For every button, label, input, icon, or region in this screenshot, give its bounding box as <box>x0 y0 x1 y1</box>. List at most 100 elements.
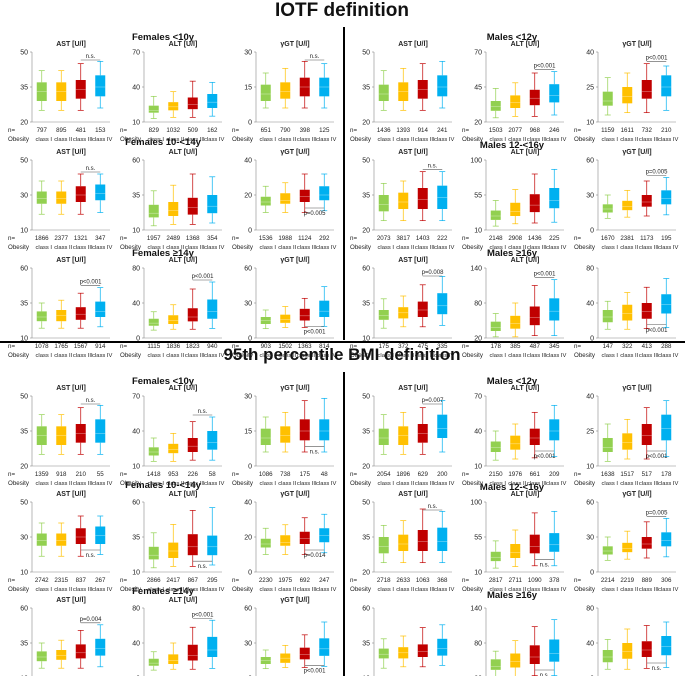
significance-label: p=0.005 <box>304 211 327 217</box>
box-class-III <box>187 438 198 452</box>
class-label: class III <box>527 353 547 359</box>
y-tick-label: 10 <box>132 464 140 471</box>
box-class-II <box>56 533 67 546</box>
class-label: class III <box>297 353 317 359</box>
n-value: 1823 <box>186 343 200 350</box>
n-label: n= <box>462 577 469 584</box>
boxplot-panel: γGT [U/l] 10 25 40 p<0.001 n= 1638 1517 517 178 Ob… <box>574 385 679 487</box>
box-class-III <box>187 644 198 661</box>
n-value: 58 <box>209 471 216 478</box>
box-class-II <box>280 82 291 99</box>
n-value: 175 <box>300 471 311 478</box>
class-label: class II <box>396 137 414 143</box>
obesity-label: Obesity <box>8 586 30 593</box>
y-tick-label: 80 <box>132 606 140 613</box>
group-title-males-lt12-iotf: Males <12y <box>487 32 538 43</box>
significance-label: p<0.001 <box>534 454 557 460</box>
y-tick-label: 40 <box>244 158 252 165</box>
class-label: class I <box>378 353 395 359</box>
class-label: class IV <box>434 137 454 143</box>
class-label: class IV <box>546 245 566 251</box>
box-class-I <box>378 310 389 320</box>
class-label: class I <box>36 353 53 359</box>
panel-title: γGT [U/l] <box>622 491 651 498</box>
y-tick-label: 35 <box>362 193 370 200</box>
box-class-III <box>529 534 540 554</box>
class-label: class III <box>527 587 547 593</box>
n-value: 2377 <box>54 235 68 242</box>
class-label: class III <box>185 587 205 593</box>
box-class-II <box>398 534 409 551</box>
n-value: 2073 <box>377 235 391 242</box>
n-value: 1503 <box>489 127 503 134</box>
box-class-III <box>529 645 540 664</box>
class-label: class III <box>297 137 317 143</box>
n-value: 347 <box>95 235 106 242</box>
boxplot-panel: γGT [U/l] 0 30 60 p<0.001 n= 903 1502 1363 814 Obe… <box>232 257 337 359</box>
y-tick-label: 30 <box>244 641 252 648</box>
group-title-females-lt10-iotf: Females <10y <box>132 32 195 43</box>
box-class-IV <box>437 638 448 656</box>
n-value: 306 <box>661 577 672 584</box>
class-label: class I <box>260 353 277 359</box>
y-tick-label: 50 <box>362 158 370 165</box>
y-tick-label: 20 <box>244 193 252 200</box>
n-value: 1517 <box>620 471 634 478</box>
n-value: 1567 <box>74 343 88 350</box>
class-label: class III <box>185 481 205 487</box>
boxplot-panel: γGT [U/l] 0 20 40 p=0.005 n= 1536 1988 1124 292 Ob… <box>232 149 337 251</box>
n-value: 378 <box>549 577 560 584</box>
panel-title: γGT [U/l] <box>622 149 651 156</box>
box-class-III <box>299 308 310 321</box>
class-label: class III <box>73 137 93 143</box>
obesity-label: Obesity <box>120 352 142 359</box>
panel-title: AST [U/l] <box>56 597 86 604</box>
boxplot-panel: AST [U/l] 20 35 50 n.s. n= 2718 2633 1063 368 Obes… <box>350 491 455 593</box>
box-class-I <box>148 447 159 456</box>
box-class-I <box>36 311 47 322</box>
y-tick-label: 80 <box>474 301 482 308</box>
n-value: 226 <box>188 471 199 478</box>
boxplot-panel: AST [U/l] 10 30 50 n.s. n= 1866 2377 1321 347 Obes… <box>8 149 113 251</box>
box-class-IV <box>549 298 560 321</box>
class-label: class IV <box>204 137 224 143</box>
box-class-III <box>417 188 428 209</box>
obesity-label: Obesity <box>350 352 372 359</box>
box-class-II <box>398 192 409 209</box>
significance-label: p=0.014 <box>304 553 327 559</box>
class-label: class II <box>166 245 184 251</box>
boxplot-panel: γGT [U/l] 0 30 60 p=0.005 n= 2214 2219 889 306 Obe… <box>574 491 679 593</box>
box-class-IV <box>549 533 560 552</box>
obesity-label: Obesity <box>462 352 484 359</box>
box-class-III <box>641 195 652 207</box>
n-value: 125 <box>319 127 330 134</box>
group-title-males-lt12-bmi: Males <12y <box>487 376 538 387</box>
box-class-IV <box>549 84 560 103</box>
box-class-III <box>75 644 86 659</box>
significance-label: p<0.001 <box>534 272 557 278</box>
box-class-I <box>602 310 613 323</box>
box-class-II <box>622 643 633 659</box>
box-class-I <box>36 651 47 662</box>
y-tick-label: 35 <box>362 429 370 436</box>
n-value: 1090 <box>528 577 542 584</box>
y-tick-label: 0 <box>590 228 594 235</box>
obesity-label: Obesity <box>350 136 372 143</box>
significance-label: p<0.001 <box>304 668 327 674</box>
n-label: n= <box>462 235 469 242</box>
class-label: class IV <box>658 245 678 251</box>
box-class-IV <box>207 636 218 657</box>
panel-title: AST [U/l] <box>398 149 428 156</box>
n-value: 372 <box>398 343 409 350</box>
boxplot-panel: AST [U/l] 10 35 60 p=0.008 n= 175 372 475 335 Obes… <box>350 257 455 359</box>
y-tick-label: 20 <box>244 535 252 542</box>
class-label: class IV <box>546 587 566 593</box>
n-label: n= <box>232 235 239 242</box>
y-tick-label: 20 <box>362 120 370 127</box>
n-label: n= <box>350 577 357 584</box>
panel-title: ALT [U/l] <box>169 41 198 48</box>
class-label: class I <box>36 245 53 251</box>
boxplot-panel: AST [U/l] 20 35 50 p=0.007 n= 2054 1896 629 200 Ob… <box>350 385 455 487</box>
y-tick-label: 10 <box>20 336 28 343</box>
class-label: class I <box>490 481 507 487</box>
